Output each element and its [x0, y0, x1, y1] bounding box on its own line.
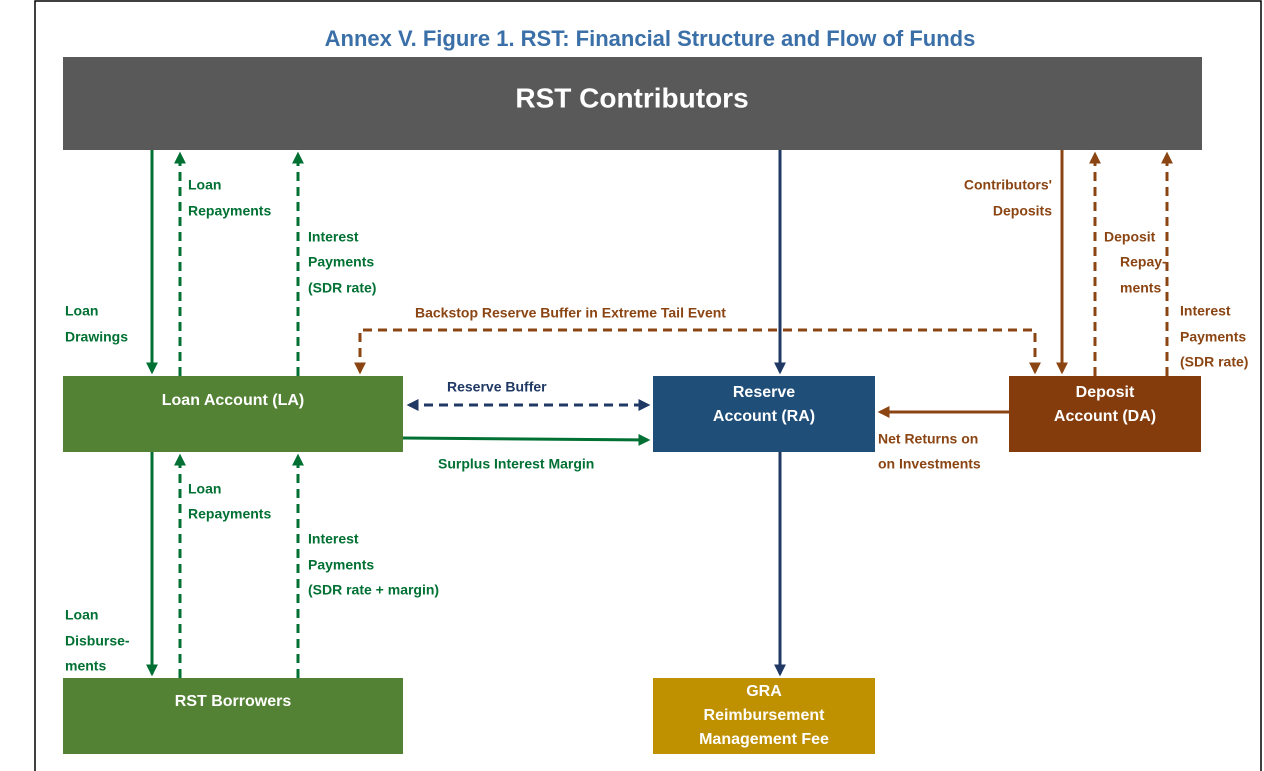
edge-label: Payments	[308, 557, 374, 573]
edge-label: Contributors'	[964, 177, 1052, 193]
edge-label: Surplus Interest Margin	[438, 456, 594, 472]
edge-label: Interest	[308, 229, 359, 245]
edge-label: ments	[1120, 280, 1161, 296]
node-label: GRA	[746, 683, 782, 700]
reserve-account-box	[653, 376, 875, 452]
edge-label: ments	[65, 658, 106, 674]
node-label: RST Contributors	[515, 82, 748, 113]
edge-label: Deposits	[993, 203, 1052, 219]
node-label: Reserve	[733, 384, 795, 401]
node-label: Account (DA)	[1054, 408, 1156, 425]
edge-label: Net Returns on	[878, 431, 978, 447]
node-label: RST Borrowers	[175, 693, 292, 710]
edge-label: Interest	[1180, 303, 1231, 319]
edge-label: Disburse-	[65, 633, 130, 649]
deposit-account-box	[1009, 376, 1201, 452]
edge-label: Loan	[65, 303, 98, 319]
edge-label: (SDR rate)	[1180, 354, 1248, 370]
node-label: Loan Account (LA)	[162, 392, 305, 409]
node-label: Account (RA)	[713, 408, 815, 425]
edge-label: (SDR rate + margin)	[308, 582, 439, 598]
edge-label: Loan	[188, 481, 221, 497]
borrowers-box	[63, 678, 403, 754]
edge-label: Deposit	[1104, 229, 1156, 245]
node-label: Deposit	[1076, 384, 1135, 401]
edge-label: Interest	[308, 531, 359, 547]
node-label: Reimbursement	[704, 707, 826, 724]
edge-label: Repay-	[1120, 254, 1167, 270]
loan-account-box	[63, 376, 403, 452]
edge-label: Loan	[65, 607, 98, 623]
edge-label: on Investments	[878, 456, 981, 472]
contributors-box	[63, 57, 1202, 150]
edge-label: (SDR rate)	[308, 280, 376, 296]
edge-label: Repayments	[188, 203, 271, 219]
frame	[34, 0, 1262, 771]
edge-label: Backstop Reserve Buffer in Extreme Tail …	[415, 305, 726, 321]
edge-label: Reserve Buffer	[447, 379, 547, 395]
edge-label: Repayments	[188, 506, 271, 522]
title: Annex V. Figure 1. RST: Financial Struct…	[325, 26, 976, 51]
arrow	[402, 433, 651, 446]
arrow	[354, 328, 1041, 375]
edge-label: Drawings	[65, 329, 128, 345]
edge-label: Payments	[1180, 329, 1246, 345]
edge-label: Loan	[188, 177, 221, 193]
node-label: Management Fee	[699, 731, 829, 748]
gra-box	[653, 678, 875, 754]
edge-label: Payments	[308, 254, 374, 270]
